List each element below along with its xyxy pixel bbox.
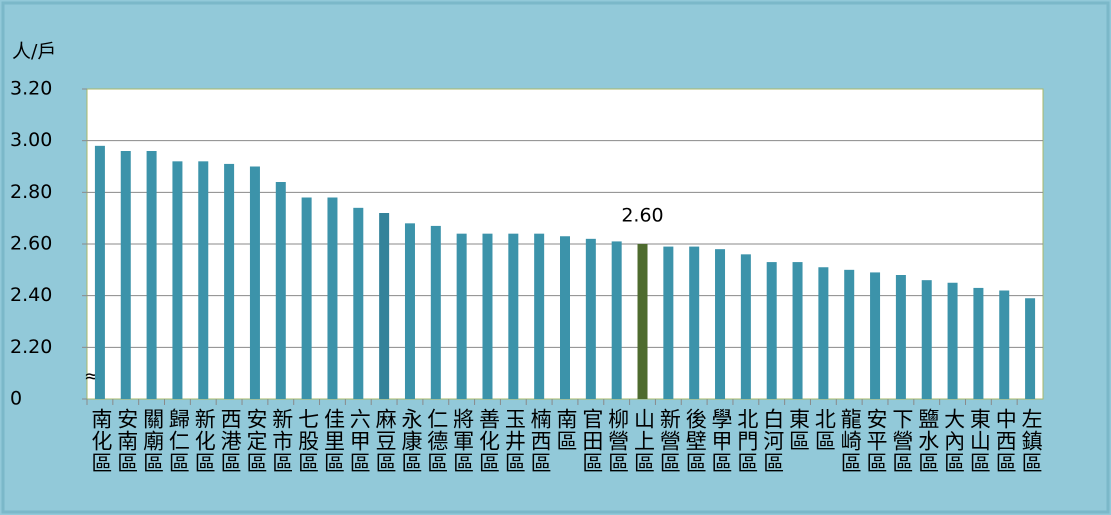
- x-tick-label: 將軍區: [451, 408, 475, 474]
- bar: [663, 246, 674, 399]
- bar: [404, 223, 415, 399]
- bar: [94, 145, 105, 399]
- x-tick-label: 學甲區: [709, 408, 733, 474]
- x-tick-label: 善化區: [476, 408, 500, 474]
- x-tick-label: 安南區: [115, 408, 139, 474]
- bar: [870, 272, 881, 399]
- bar: [585, 238, 596, 399]
- y-tick-label: 3.20: [10, 78, 52, 100]
- x-tick-label: 安定區: [244, 408, 268, 474]
- x-tick-label: 南化區: [89, 408, 113, 474]
- x-tick-label: 新市區: [270, 408, 294, 474]
- x-tick-label: 佳里區: [321, 408, 345, 474]
- y-tick-label: 2.60: [10, 233, 52, 255]
- data-label: 2.60: [621, 205, 663, 227]
- x-tick-label: 安平區: [864, 408, 888, 474]
- x-tick-label: 仁德區: [425, 408, 449, 474]
- x-tick-label: 中西區: [993, 408, 1017, 474]
- y-tick-label: 2.80: [10, 181, 52, 203]
- x-tick-label: 七股區: [296, 408, 320, 474]
- bar: [353, 207, 364, 399]
- x-tick-label: 大內區: [942, 408, 966, 474]
- x-tick-label: 關廟區: [141, 408, 165, 474]
- bar: [1025, 298, 1036, 399]
- bar: [508, 233, 519, 399]
- bar: [301, 197, 312, 399]
- y-tick-label: 3.00: [10, 129, 52, 151]
- y-tick-label: 0: [10, 388, 22, 410]
- bar: [430, 225, 441, 399]
- bar: [792, 262, 803, 399]
- y-axis-label: 人/戶: [12, 41, 56, 63]
- bar: [973, 287, 984, 399]
- x-tick-label: 白河區: [761, 408, 785, 474]
- x-tick-label: 龍崎區: [838, 408, 862, 474]
- y-tick-label: 2.20: [10, 336, 52, 358]
- bar: [740, 254, 751, 399]
- x-tick-label: 西港區: [218, 408, 242, 474]
- x-tick-label: 玉井區: [502, 408, 526, 474]
- bar: [534, 233, 545, 399]
- bar: [637, 244, 648, 399]
- x-tick-label: 柳營區: [606, 408, 630, 474]
- bar: [689, 246, 700, 399]
- bar: [120, 151, 131, 399]
- x-tick-label: 六甲區: [347, 408, 371, 474]
- bar: [766, 262, 777, 399]
- x-tick-label: 北門區: [735, 408, 759, 474]
- x-tick-label: 後壁區: [683, 408, 707, 474]
- x-tick-label: 北區: [812, 408, 836, 452]
- bar: [146, 151, 157, 399]
- bar: [844, 269, 855, 399]
- x-tick-label: 新營區: [657, 408, 681, 474]
- x-tick-label: 麻豆區: [373, 408, 397, 474]
- y-tick-label: 2.40: [10, 284, 52, 306]
- x-tick-label: 東山區: [967, 408, 991, 474]
- bar: [715, 249, 726, 399]
- bar: [895, 275, 906, 399]
- bar: [198, 161, 209, 399]
- bar: [327, 197, 338, 399]
- bar: [611, 241, 622, 399]
- x-tick-label: 永康區: [399, 408, 423, 474]
- x-tick-label: 鹽水區: [916, 408, 940, 474]
- bar: [999, 290, 1010, 399]
- x-tick-label: 新化區: [192, 408, 216, 474]
- x-tick-label: 楠西區: [528, 408, 552, 474]
- bar: [560, 236, 570, 399]
- bar: [249, 166, 260, 399]
- bar: [224, 163, 235, 399]
- bar: [172, 161, 183, 399]
- bar: [456, 233, 467, 399]
- x-tick-label: 歸仁區: [166, 408, 190, 474]
- x-tick-label: 左鎮區: [1019, 408, 1043, 474]
- bar: [379, 213, 390, 399]
- x-tick-label: 南區: [554, 408, 578, 452]
- x-tick-label: 下營區: [890, 408, 914, 474]
- x-tick-label: 官田區: [580, 408, 604, 474]
- bar: [947, 282, 958, 399]
- x-tick-label: 東區: [787, 408, 811, 452]
- x-tick-label: 山上區: [632, 408, 656, 474]
- bar: [921, 280, 932, 399]
- bar: [275, 182, 286, 399]
- bar: [482, 233, 493, 399]
- bar: [818, 267, 829, 399]
